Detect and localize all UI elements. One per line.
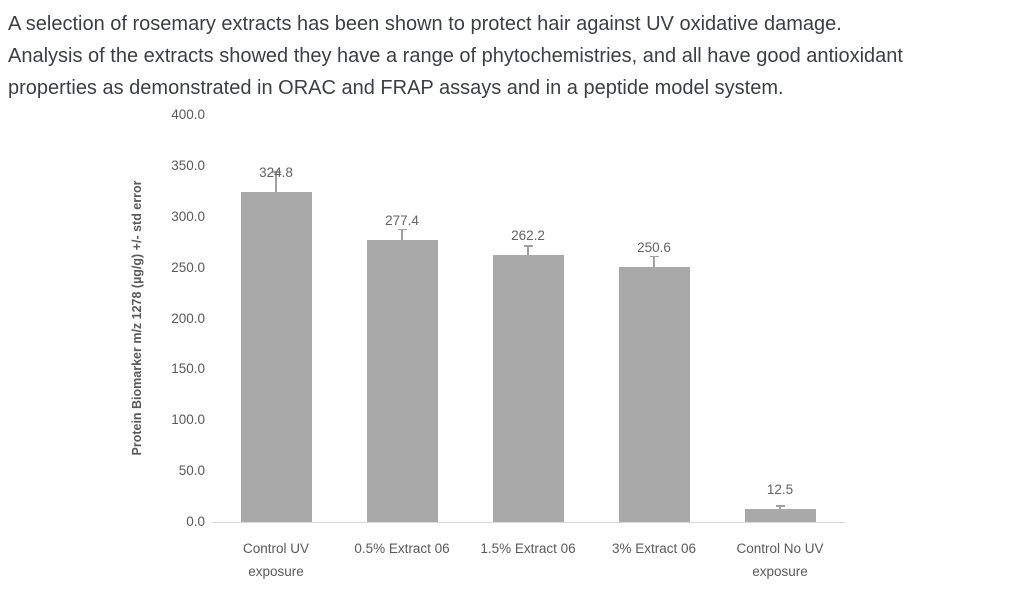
y-axis-tick-label: 0.0 xyxy=(186,514,205,529)
error-bar-line xyxy=(275,171,277,192)
bar-value-label: 250.6 xyxy=(637,240,671,255)
y-axis-tick-label: 150.0 xyxy=(171,361,205,377)
y-axis-tick-label: 100.0 xyxy=(171,412,205,428)
bar-value-label: 277.4 xyxy=(385,212,419,228)
x-category-label: 0.5% Extract 06 xyxy=(354,541,450,556)
intro-line-1: A selection of rosemary extracts has bee… xyxy=(8,13,842,35)
bar-value-label: 324.8 xyxy=(259,164,293,180)
error-bar-line xyxy=(653,255,655,267)
intro-line-2: Analysis of the extracts showed they hav… xyxy=(8,45,903,67)
error-bar-cap xyxy=(775,505,785,507)
x-category-label: 1.5% Extract 06 xyxy=(480,541,576,556)
x-axis-line xyxy=(212,522,845,523)
bar xyxy=(492,255,564,522)
bar-value-label: 12.5 xyxy=(766,482,794,498)
intro-line-3: properties as demonstrated in ORAC and F… xyxy=(8,77,784,99)
error-bar-line xyxy=(401,228,403,240)
bar xyxy=(366,239,438,522)
x-category-label: Control UV exposure xyxy=(242,541,310,579)
y-axis-tick-label: 350.0 xyxy=(171,157,205,173)
error-bar-cap xyxy=(523,245,533,247)
y-axis-tick-label: 400.0 xyxy=(171,107,205,122)
error-bar-line xyxy=(527,245,529,256)
error-bar-cap xyxy=(271,171,281,173)
bar xyxy=(240,191,312,522)
error-bar-line xyxy=(779,505,781,510)
x-category-label: Control No UV exposure xyxy=(736,541,824,579)
error-bar-cap xyxy=(649,255,659,258)
bar xyxy=(744,509,816,522)
y-axis-tick-label: 250.0 xyxy=(171,259,205,275)
y-axis-tick-label: 50.0 xyxy=(178,463,205,479)
y-axis-tick-label: 200.0 xyxy=(171,310,205,326)
bar-value-label: 262.2 xyxy=(511,228,545,244)
error-bar-cap xyxy=(397,228,407,231)
y-axis-tick-label: 300.0 xyxy=(171,208,205,224)
bar xyxy=(618,267,690,522)
intro-paragraph: A selection of rosemary extracts has bee… xyxy=(8,8,998,104)
x-category-label: 3% Extract 06 xyxy=(611,541,697,556)
